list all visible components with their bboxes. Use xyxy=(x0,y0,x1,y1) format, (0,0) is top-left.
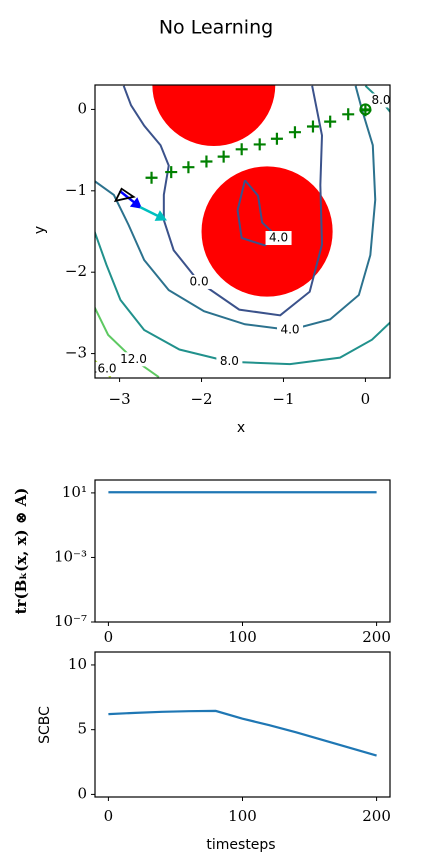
plot-area: 0.0 4.0 4.0 8.0 8.0 12.016.0 xyxy=(90,85,390,378)
waypoint xyxy=(200,155,213,168)
waypoint xyxy=(342,108,355,121)
y-axis-label: SCBC xyxy=(37,706,53,744)
y-tick-label: 10⁻⁷ xyxy=(54,612,87,630)
contour-label: 16.0 xyxy=(90,362,117,376)
contour-label-bg xyxy=(277,322,304,337)
contour-label: 8.0 xyxy=(371,93,390,107)
y-tick-label: 10⁻³ xyxy=(54,547,87,565)
y-tick-label: −2 xyxy=(65,262,87,280)
y-tick-label: 5 xyxy=(77,720,87,738)
x-tick-label: 100 xyxy=(228,807,257,825)
x-tick-label: 0 xyxy=(361,390,371,408)
y-tick-label: 10 xyxy=(68,655,87,673)
y-tick-label: 0 xyxy=(77,784,87,802)
waypoint xyxy=(270,132,283,145)
waypoint xyxy=(235,143,248,156)
contour-line xyxy=(95,305,160,378)
waypoint xyxy=(288,126,301,139)
contour-label: 4.0 xyxy=(280,322,299,336)
y-tick-label: 0 xyxy=(77,99,87,117)
arrow xyxy=(118,189,143,209)
obstacle xyxy=(152,85,276,147)
contour-line xyxy=(95,229,390,366)
contour-label: 0.0 xyxy=(190,274,209,288)
axes-frame xyxy=(94,84,391,379)
x-tick-label: 100 xyxy=(228,628,257,646)
contour-label: 8.0 xyxy=(220,354,239,368)
arrow xyxy=(139,205,167,221)
x-tick-label: 0 xyxy=(104,628,114,646)
waypoint xyxy=(217,150,230,163)
contour-label-bg xyxy=(367,93,390,108)
y-axis-label: y xyxy=(32,226,48,234)
contour-label: 4.0 xyxy=(269,231,288,245)
waypoint xyxy=(182,161,195,174)
x-axis-label: timesteps xyxy=(206,837,275,853)
waypoint xyxy=(165,166,178,179)
contour-label: 12.0 xyxy=(120,352,147,366)
contour-label-bg xyxy=(186,274,213,289)
waypoint xyxy=(306,120,319,133)
x-tick-label: −1 xyxy=(272,390,294,408)
contour-line xyxy=(122,85,323,317)
x-tick-label: 200 xyxy=(362,628,391,646)
x-tick-label: −3 xyxy=(109,390,131,408)
waypoint xyxy=(145,171,158,184)
y-axis-label: tr(Bₖ(x, x) ⊗ A) xyxy=(12,488,30,615)
x-tick-label: −2 xyxy=(190,390,212,408)
robot xyxy=(113,187,136,203)
contour-label-bg xyxy=(265,231,292,246)
series-line xyxy=(108,709,377,757)
y-tick-label: −3 xyxy=(65,344,87,362)
x-axis-label: x xyxy=(237,420,245,436)
contour-label-bg xyxy=(95,362,117,377)
x-tick-label: 0 xyxy=(104,807,114,825)
y-tick-label: −1 xyxy=(65,181,87,199)
waypoint xyxy=(324,115,337,128)
contour-label-bg xyxy=(120,352,147,367)
plot-area xyxy=(108,709,377,757)
goal xyxy=(359,103,372,116)
y-tick-label: 10¹ xyxy=(62,483,87,501)
waypoint xyxy=(253,138,266,151)
contour-label-bg xyxy=(216,354,243,369)
figure-title: No Learning xyxy=(159,17,273,39)
x-tick-label: 200 xyxy=(362,807,391,825)
